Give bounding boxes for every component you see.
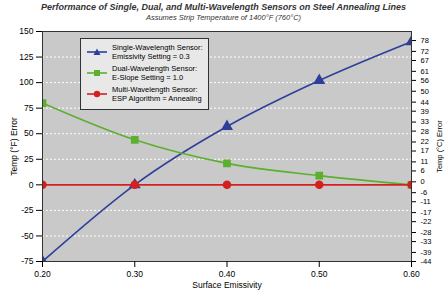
html-text:Performance of Single, Dual, a: Performance of Single, Dual, and Multi-W… [41, 2, 406, 12]
svg-text:-75: -75 [21, 256, 34, 266]
svg-text:0.40: 0.40 [219, 269, 236, 279]
svg-text:125: 125 [19, 52, 33, 62]
svg-text:72: 72 [421, 47, 429, 56]
svg-text:-25: -25 [21, 205, 34, 215]
svg-text:-39: -39 [421, 248, 432, 257]
svg-text:-11: -11 [421, 197, 431, 206]
svg-text:22: 22 [421, 137, 429, 146]
svg-text:-50: -50 [21, 231, 34, 241]
svg-text:0.60: 0.60 [403, 269, 420, 279]
svg-text:33: 33 [421, 117, 429, 126]
svg-text:0.20: 0.20 [34, 269, 51, 279]
svg-text:44: 44 [421, 98, 429, 107]
svg-text:-44: -44 [421, 257, 432, 266]
svg-text:39: 39 [421, 107, 429, 116]
svg-text:75: 75 [24, 103, 34, 113]
svg-text:-33: -33 [421, 237, 432, 246]
svg-text:0.30: 0.30 [126, 269, 143, 279]
svg-text:11: 11 [421, 157, 429, 166]
svg-text:67: 67 [421, 56, 429, 65]
svg-text:17: 17 [421, 146, 429, 155]
svg-text:0: 0 [29, 180, 34, 190]
svg-text:Temp (°F) Error: Temp (°F) Error [9, 117, 19, 176]
html-text:Single-Wavelength Sensor: Emis: Single-Wavelength Sensor: Emissivity Set… [112, 43, 203, 61]
svg-text:56: 56 [421, 76, 429, 85]
svg-text:Temp (°C) Error: Temp (°C) Error [435, 120, 444, 173]
svg-text:28: 28 [421, 127, 429, 136]
svg-text:6: 6 [421, 166, 425, 175]
svg-text:78: 78 [421, 36, 429, 45]
svg-text:50: 50 [24, 128, 34, 138]
svg-text:-6: -6 [421, 188, 428, 197]
html-text:Dual-Wavelength Sensor: E-Slop: Dual-Wavelength Sensor: E-Slope Setting … [112, 64, 198, 82]
svg-text:0: 0 [421, 177, 425, 186]
svg-text:150: 150 [19, 26, 33, 36]
svg-text:50: 50 [421, 87, 429, 96]
svg-text:Surface Emissivity: Surface Emissivity [192, 280, 262, 290]
svg-text:61: 61 [421, 67, 429, 76]
svg-text:-17: -17 [421, 208, 432, 217]
svg-text:-28: -28 [421, 228, 432, 237]
svg-text:100: 100 [19, 77, 33, 87]
svg-text:-22: -22 [421, 217, 432, 226]
svg-text:0.50: 0.50 [311, 269, 328, 279]
html-text:Multi-Wavelength Sensor: ESP A: Multi-Wavelength Sensor: ESP Algorithm =… [112, 85, 202, 103]
svg-text:25: 25 [24, 154, 34, 164]
html-text:Assumes Strip Temperature of 1: Assumes Strip Temperature of 1400°F (760… [145, 13, 302, 22]
